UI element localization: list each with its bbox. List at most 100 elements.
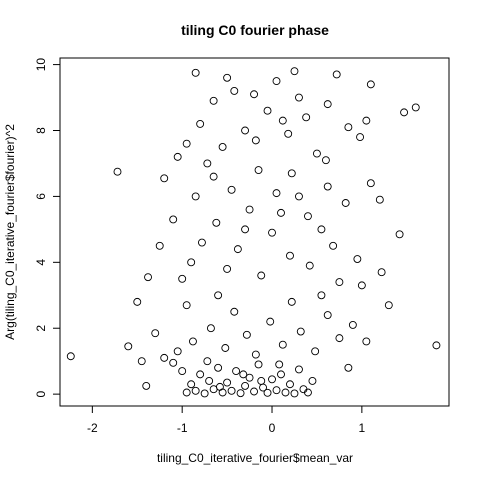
point xyxy=(317,225,326,234)
point xyxy=(206,324,215,333)
point xyxy=(236,389,245,398)
y-tick-label: 2 xyxy=(34,325,48,332)
point xyxy=(323,311,332,319)
y-tick-label: 10 xyxy=(34,58,48,72)
point xyxy=(305,261,314,270)
point xyxy=(227,185,236,194)
point xyxy=(323,100,332,109)
point xyxy=(254,166,263,174)
point xyxy=(344,123,353,132)
point xyxy=(251,136,260,145)
point xyxy=(323,182,332,191)
point xyxy=(191,192,200,201)
point xyxy=(263,388,272,397)
point xyxy=(187,380,196,389)
point xyxy=(203,357,212,366)
point xyxy=(124,342,133,351)
point xyxy=(182,388,191,397)
point xyxy=(160,174,169,183)
point xyxy=(377,268,386,277)
point xyxy=(304,388,312,397)
point xyxy=(272,77,281,86)
chart-title: tiling C0 fourier phase xyxy=(181,22,329,38)
point xyxy=(196,370,205,379)
point xyxy=(155,241,164,250)
point xyxy=(275,360,284,369)
point xyxy=(287,169,296,178)
point xyxy=(196,119,205,128)
point xyxy=(304,212,312,221)
point xyxy=(356,133,365,142)
x-tick-label: 0 xyxy=(269,421,276,435)
x-axis-label: tiling_C0_iterative_fourier$mean_var xyxy=(157,451,353,465)
point xyxy=(311,347,320,356)
point xyxy=(221,344,230,352)
point xyxy=(432,341,441,350)
point xyxy=(241,126,250,135)
point xyxy=(295,192,303,201)
point xyxy=(277,208,285,217)
point xyxy=(113,167,122,176)
y-axis-label: Arg(tiling_C0_iterative_fourier$fourier)… xyxy=(3,124,17,340)
point xyxy=(250,90,259,99)
point xyxy=(250,387,259,396)
point xyxy=(160,353,169,362)
point xyxy=(245,373,254,382)
point xyxy=(209,96,218,105)
point xyxy=(142,381,151,390)
point xyxy=(296,327,305,336)
point xyxy=(263,106,272,115)
point xyxy=(362,337,371,346)
point xyxy=(239,370,248,379)
point xyxy=(384,301,393,310)
point xyxy=(308,377,317,385)
point xyxy=(214,291,223,300)
point xyxy=(223,73,232,82)
point xyxy=(189,337,197,346)
point xyxy=(241,225,250,234)
point xyxy=(272,189,281,198)
point xyxy=(266,317,275,326)
point xyxy=(173,347,182,356)
point xyxy=(268,375,276,384)
point xyxy=(230,307,239,316)
point xyxy=(223,264,232,273)
point xyxy=(312,149,321,158)
point xyxy=(137,357,146,366)
y-tick-label: 8 xyxy=(34,127,48,134)
point xyxy=(332,70,341,79)
point xyxy=(212,218,221,227)
point xyxy=(278,340,287,349)
x-tick-label: -2 xyxy=(87,421,98,435)
point xyxy=(272,386,281,395)
point xyxy=(203,159,212,168)
point xyxy=(317,291,326,300)
point xyxy=(230,87,239,95)
point xyxy=(169,358,178,367)
point xyxy=(245,205,254,214)
y-tick-label: 4 xyxy=(34,259,48,266)
point xyxy=(191,68,200,77)
point xyxy=(254,360,263,369)
x-tick-label: 1 xyxy=(359,421,366,435)
point xyxy=(197,238,206,247)
point xyxy=(169,215,178,224)
point xyxy=(178,367,187,376)
point xyxy=(144,273,152,282)
point xyxy=(278,116,287,125)
point xyxy=(241,381,250,390)
point xyxy=(242,330,251,339)
point xyxy=(233,245,242,254)
point xyxy=(286,380,294,389)
point xyxy=(232,367,241,376)
point xyxy=(321,156,330,165)
point xyxy=(366,80,375,89)
point xyxy=(335,334,344,343)
point xyxy=(257,377,266,385)
point xyxy=(268,228,276,237)
point xyxy=(277,370,285,379)
point xyxy=(411,103,420,112)
point xyxy=(133,297,142,306)
point xyxy=(286,251,294,260)
